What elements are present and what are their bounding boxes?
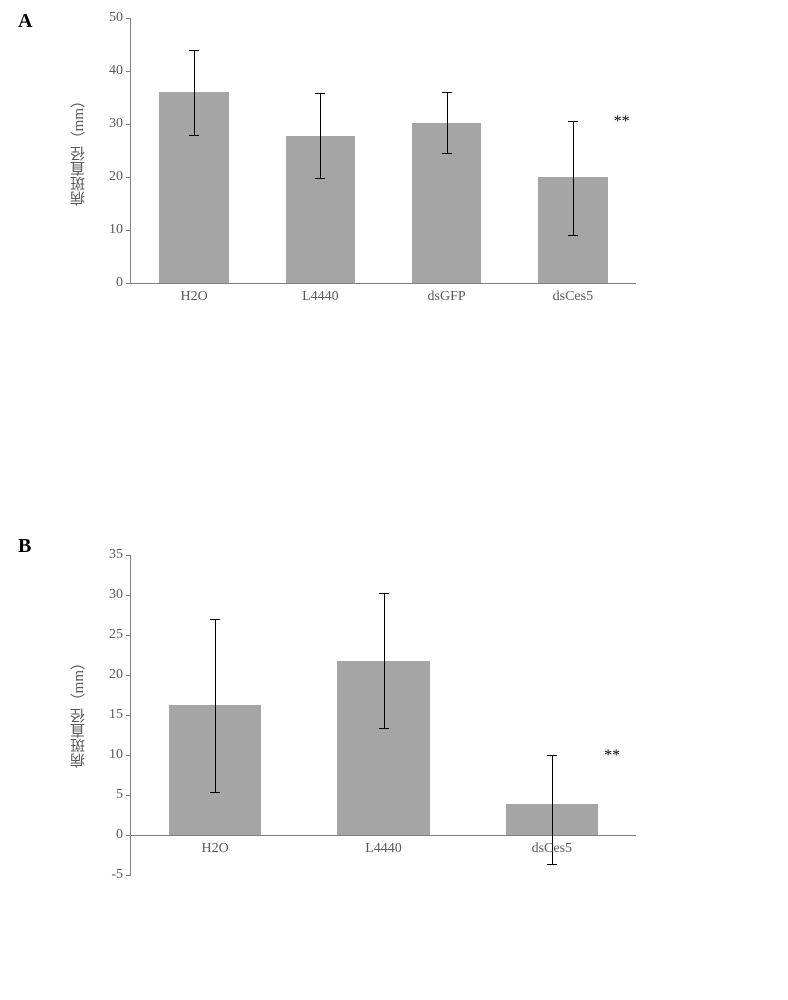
error-cap (210, 792, 220, 793)
error-bar (194, 50, 195, 135)
chart-a-plot: 01020304050H2OL4440dsGFPdsCes5** (130, 18, 636, 284)
chart-b-yaxis-title: 病斑直径（mm） (68, 655, 89, 768)
y-tick-label: 15 (109, 707, 131, 723)
x-tick-label: dsCes5 (553, 283, 593, 305)
x-tick-label: L4440 (365, 835, 402, 857)
y-tick-label: 30 (109, 116, 131, 132)
error-bar (320, 93, 321, 178)
error-cap (379, 728, 389, 729)
error-cap (547, 755, 557, 756)
error-cap (442, 92, 452, 93)
y-tick-label: 0 (116, 827, 131, 843)
y-tick-label: 5 (116, 787, 131, 803)
chart-b: -505101520253035H2OL4440dsCes5** 病斑直径（mm… (130, 555, 635, 875)
error-cap (547, 864, 557, 865)
error-cap (379, 593, 389, 594)
error-cap (315, 178, 325, 179)
y-tick-label: 20 (109, 667, 131, 683)
error-cap (568, 235, 578, 236)
x-tick-label: H2O (181, 283, 208, 305)
y-tick-label: 35 (109, 547, 131, 563)
panel-b-label: B (18, 535, 31, 558)
x-tick-label: H2O (202, 835, 229, 857)
y-tick-label: 0 (116, 275, 131, 291)
y-tick-label: 30 (109, 587, 131, 603)
chart-a-yaxis-title: 病斑直径（mm） (68, 93, 89, 206)
error-cap (189, 50, 199, 51)
error-bar (573, 121, 574, 235)
panel-a-label: A (18, 10, 32, 33)
y-tick-label: 10 (109, 222, 131, 238)
x-tick-label: dsGFP (428, 283, 466, 305)
y-tick-label: 40 (109, 63, 131, 79)
y-tick-label: -5 (111, 867, 131, 883)
y-tick-label: 50 (109, 10, 131, 26)
x-tick-label: dsCes5 (532, 835, 572, 857)
significance-marker: ** (614, 113, 630, 131)
error-bar (215, 619, 216, 792)
error-cap (210, 619, 220, 620)
error-bar (384, 593, 385, 727)
y-tick-label: 20 (109, 169, 131, 185)
error-cap (568, 121, 578, 122)
y-tick-label: 10 (109, 747, 131, 763)
error-cap (315, 93, 325, 94)
x-tick-label: L4440 (302, 283, 339, 305)
error-cap (442, 153, 452, 154)
y-tick-label: 25 (109, 627, 131, 643)
significance-marker: ** (604, 747, 620, 765)
chart-a: 01020304050H2OL4440dsGFPdsCes5** 病斑直径（mm… (130, 18, 635, 283)
error-cap (189, 135, 199, 136)
chart-b-plot: -505101520253035H2OL4440dsCes5** (130, 555, 636, 875)
error-bar (447, 92, 448, 152)
